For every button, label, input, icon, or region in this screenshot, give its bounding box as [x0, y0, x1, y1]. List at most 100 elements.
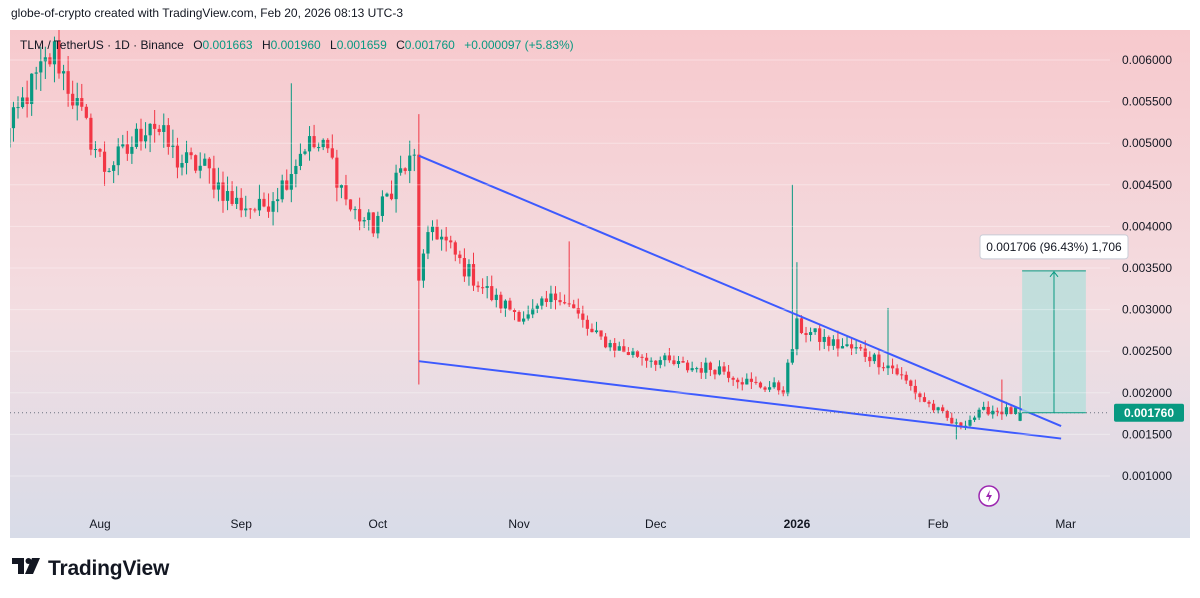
candle-body — [112, 165, 116, 171]
candle-body — [30, 73, 34, 104]
candle-body — [836, 339, 840, 349]
trendline-upper[interactable] — [418, 154, 1062, 428]
candle-body — [722, 366, 726, 372]
candle-body — [335, 157, 339, 188]
candle-body — [544, 298, 548, 303]
candle-body — [572, 304, 576, 309]
candle-body — [66, 71, 70, 94]
candle-body — [194, 155, 198, 171]
time-axis[interactable]: Aug Sep Oct Nov Dec 2026 Feb Mar — [89, 517, 1076, 531]
candle-body — [786, 362, 790, 394]
candle-body — [649, 360, 653, 362]
candle-body — [772, 382, 776, 388]
candle-body — [48, 57, 52, 65]
trendline-lower[interactable] — [418, 360, 1062, 440]
candle-body — [922, 397, 927, 402]
candle-body — [886, 365, 890, 369]
candle-body — [34, 72, 38, 74]
candle-body — [230, 191, 234, 204]
drawing-layer[interactable]: 0.001706 (96.43%) 1,706 — [10, 154, 1129, 507]
candle-body — [982, 406, 986, 410]
price-tick-label: 0.004000 — [1122, 219, 1172, 233]
price-chart[interactable]: 0.001706 (96.43%) 1,706 0.006000 0.005500… — [10, 30, 1190, 538]
brand-name: TradingView — [48, 556, 170, 580]
candle-body — [84, 106, 88, 118]
candle-body — [795, 318, 799, 350]
chart-area[interactable]: 0.001706 (96.43%) 1,706 0.006000 0.005500… — [10, 30, 1190, 538]
candle-body — [399, 168, 403, 173]
candle-body — [367, 212, 371, 221]
symbol-legend: TLM / TetherUS · 1D · Binance O0.001663 … — [20, 38, 574, 52]
price-tick-label: 0.005500 — [1122, 95, 1172, 109]
low-label: L — [330, 38, 337, 52]
candle-body — [667, 355, 671, 361]
low-value: 0.001659 — [336, 38, 387, 52]
candle-body — [604, 336, 608, 348]
candle-body — [61, 71, 66, 74]
candle-body — [699, 368, 703, 373]
candle-body — [818, 328, 822, 342]
candle-body — [57, 41, 61, 74]
candle-body — [813, 328, 817, 333]
candle-body — [777, 382, 781, 391]
candle-body — [840, 346, 845, 349]
candle-body — [394, 172, 398, 200]
time-tick-label: Nov — [508, 517, 529, 531]
candle-body — [476, 285, 480, 288]
candle-body — [358, 209, 362, 222]
candle-body — [581, 313, 585, 320]
time-tick-label: Mar — [1055, 517, 1076, 531]
candle-body — [968, 419, 972, 426]
tradingview-brand[interactable]: TradingView — [12, 556, 169, 581]
price-tick-label: 0.006000 — [1122, 53, 1172, 67]
candle-body — [508, 300, 512, 311]
candle-body — [631, 350, 635, 355]
candle-body — [690, 368, 694, 371]
candle-body — [280, 180, 284, 200]
candle-body — [198, 165, 202, 171]
candle-body — [558, 300, 562, 303]
candle-body — [253, 209, 257, 211]
candle-body — [462, 258, 466, 277]
candle-body — [248, 208, 252, 210]
candle-body — [854, 347, 858, 349]
candle-body — [576, 308, 580, 314]
candle-body — [745, 378, 749, 385]
candle-body — [950, 417, 954, 424]
last-price-value: 0.001760 — [1124, 406, 1174, 420]
price-tick-label: 0.005000 — [1122, 136, 1172, 150]
candle-body — [153, 123, 157, 129]
candle-body — [553, 293, 558, 301]
candle-body — [731, 377, 735, 380]
measure-label: 0.001706 (96.43%) 1,706 — [986, 240, 1122, 254]
candle-body — [822, 336, 826, 342]
candle-body — [244, 208, 248, 211]
candle-body — [189, 152, 193, 156]
time-tick-label: Feb — [928, 517, 949, 531]
candle-body — [763, 387, 767, 390]
candle-body — [713, 369, 717, 375]
candle-body — [116, 146, 120, 166]
high-label: H — [261, 38, 271, 52]
candle-body — [490, 286, 494, 301]
candle-body — [440, 236, 444, 240]
candle-body — [1009, 407, 1013, 414]
candle-body — [20, 97, 25, 108]
candle-body — [326, 139, 330, 149]
candle-body — [599, 330, 603, 337]
candle-body — [353, 209, 357, 211]
candle-body — [717, 366, 722, 375]
candle-body — [43, 57, 47, 62]
candle-body — [590, 328, 594, 333]
price-tick-label: 0.002500 — [1122, 344, 1172, 358]
caption: globe-of-crypto created with TradingView… — [11, 6, 403, 20]
price-axis[interactable]: 0.006000 0.005500 0.005000 0.004500 0.004000… — [10, 53, 1184, 483]
candle-body — [125, 144, 129, 154]
candle-body — [139, 128, 143, 142]
candle-body — [517, 312, 521, 322]
candle-body — [868, 356, 872, 362]
candle-body — [403, 168, 407, 171]
price-tick-label: 0.001000 — [1122, 469, 1172, 483]
candle-body — [312, 136, 316, 148]
candle-body — [863, 348, 867, 357]
